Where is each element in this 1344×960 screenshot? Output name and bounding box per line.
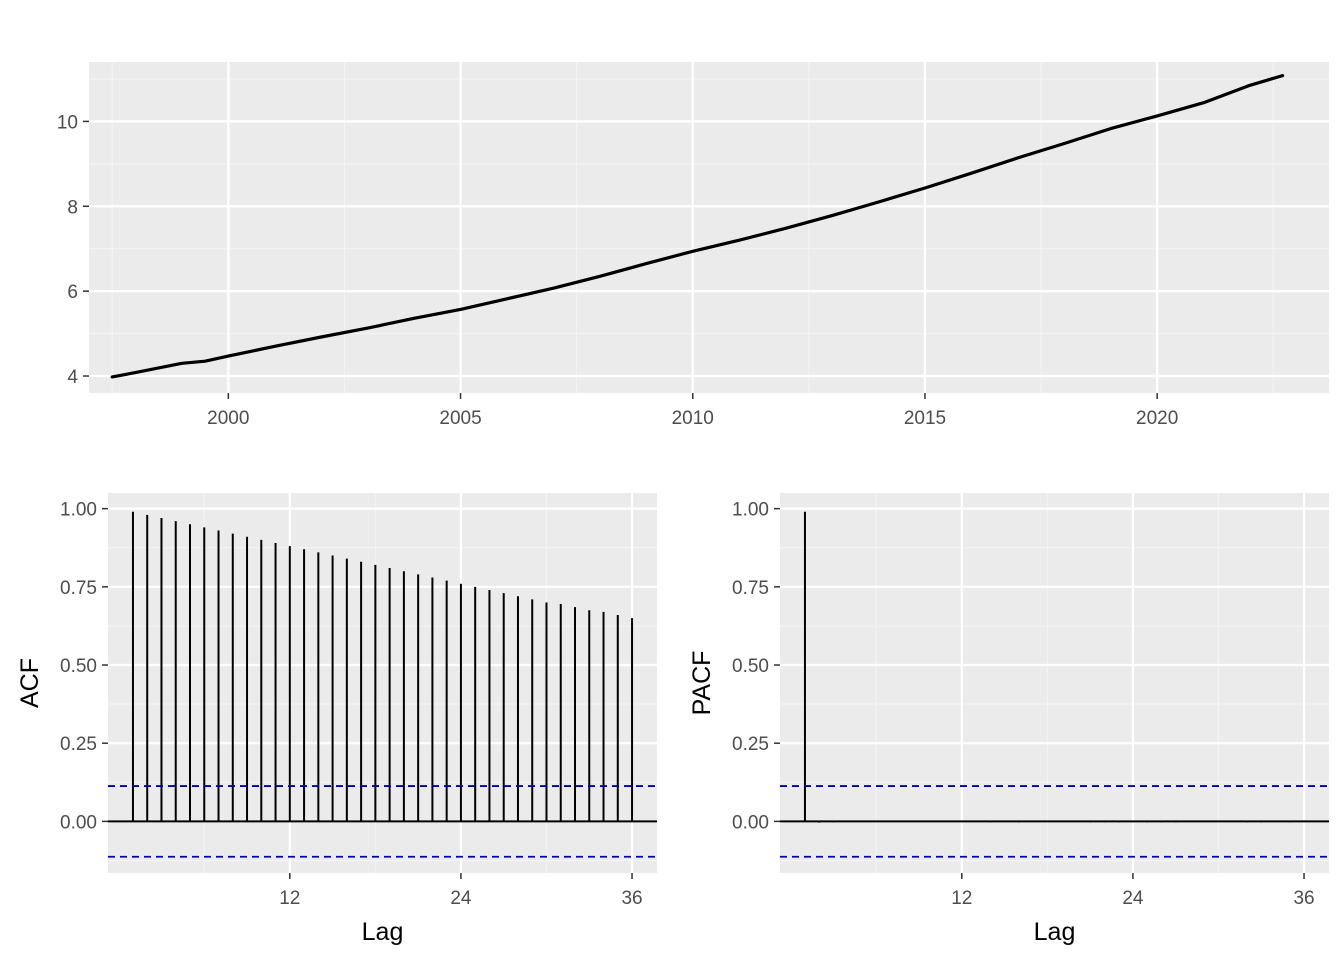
- pacf-x-tick-label: 36: [1293, 888, 1314, 909]
- acf-x-tick-label: 24: [450, 888, 472, 909]
- pacf-plot-background: [780, 493, 1329, 873]
- time-series-line: [110, 74, 1285, 379]
- acf-y-tick-label: 1.00: [60, 500, 97, 521]
- time-series-y-axis: 4 6 8 10: [57, 112, 89, 388]
- time-series-x-axis: 2000 2005 2010 2015 2020: [207, 393, 1178, 429]
- pacf-y-axis: 0.00 0.25 0.50 0.75 1.00: [732, 500, 780, 833]
- pacf-bars: [780, 511, 1329, 823]
- ts-y-tick-label: 6: [67, 282, 78, 303]
- pacf-x-tick-label: 12: [951, 888, 972, 909]
- ts-x-tick-label: 2015: [904, 408, 946, 429]
- pacf-y-axis-title: PACF: [688, 651, 716, 716]
- pacf-x-axis-title: Lag: [1034, 918, 1076, 946]
- acf-x-axis-title: Lag: [362, 918, 404, 946]
- pacf-x-axis: 12 24 36: [951, 873, 1315, 909]
- acf-plot-background: [108, 493, 657, 873]
- pacf-gridlines: [780, 493, 1329, 873]
- ts-y-tick-label: 10: [57, 112, 78, 133]
- time-series-gridlines: [89, 62, 1329, 393]
- pacf-y-tick-label: 1.00: [732, 500, 769, 521]
- ts-x-tick-label: 2005: [439, 408, 481, 429]
- acf-y-tick-label: 0.00: [60, 812, 97, 833]
- acf-y-tick-label: 0.25: [60, 734, 97, 755]
- acf-y-tick-label: 0.75: [60, 578, 97, 599]
- time-series-plot-background: [89, 62, 1329, 393]
- pacf-y-tick-label: 0.00: [732, 812, 769, 833]
- ts-x-tick-label: 2000: [207, 408, 249, 429]
- ts-y-tick-label: 4: [67, 367, 78, 388]
- pacf-confidence-limits: [780, 785, 1329, 858]
- pacf-y-tick-label: 0.50: [732, 656, 769, 677]
- time-series-panel: 4 6 8 10 2000 2005 2010 2015 2020: [57, 62, 1329, 429]
- acf-y-axis-title: ACF: [16, 658, 44, 708]
- pacf-y-tick-label: 0.25: [732, 734, 769, 755]
- acf-confidence-limits: [108, 785, 657, 858]
- pacf-x-tick-label: 24: [1122, 888, 1144, 909]
- acf-bars: [108, 511, 657, 823]
- acf-y-axis: 0.00 0.25 0.50 0.75 1.00: [60, 500, 108, 833]
- acf-x-axis: 12 24 36: [279, 873, 643, 909]
- pacf-panel: 0.00 0.25 0.50 0.75 1.00 12 24 36 Lag PACF: [688, 493, 1329, 946]
- acf-y-tick-label: 0.50: [60, 656, 97, 677]
- ts-y-tick-label: 8: [67, 197, 78, 218]
- pacf-y-tick-label: 0.75: [732, 578, 769, 599]
- acf-x-tick-label: 12: [279, 888, 300, 909]
- ts-x-tick-label: 2020: [1136, 408, 1178, 429]
- acf-x-tick-label: 36: [621, 888, 642, 909]
- acf-panel: 0.00 0.25 0.50 0.75 1.00 12 24 36 Lag ACF: [16, 493, 657, 946]
- ts-x-tick-label: 2010: [672, 408, 714, 429]
